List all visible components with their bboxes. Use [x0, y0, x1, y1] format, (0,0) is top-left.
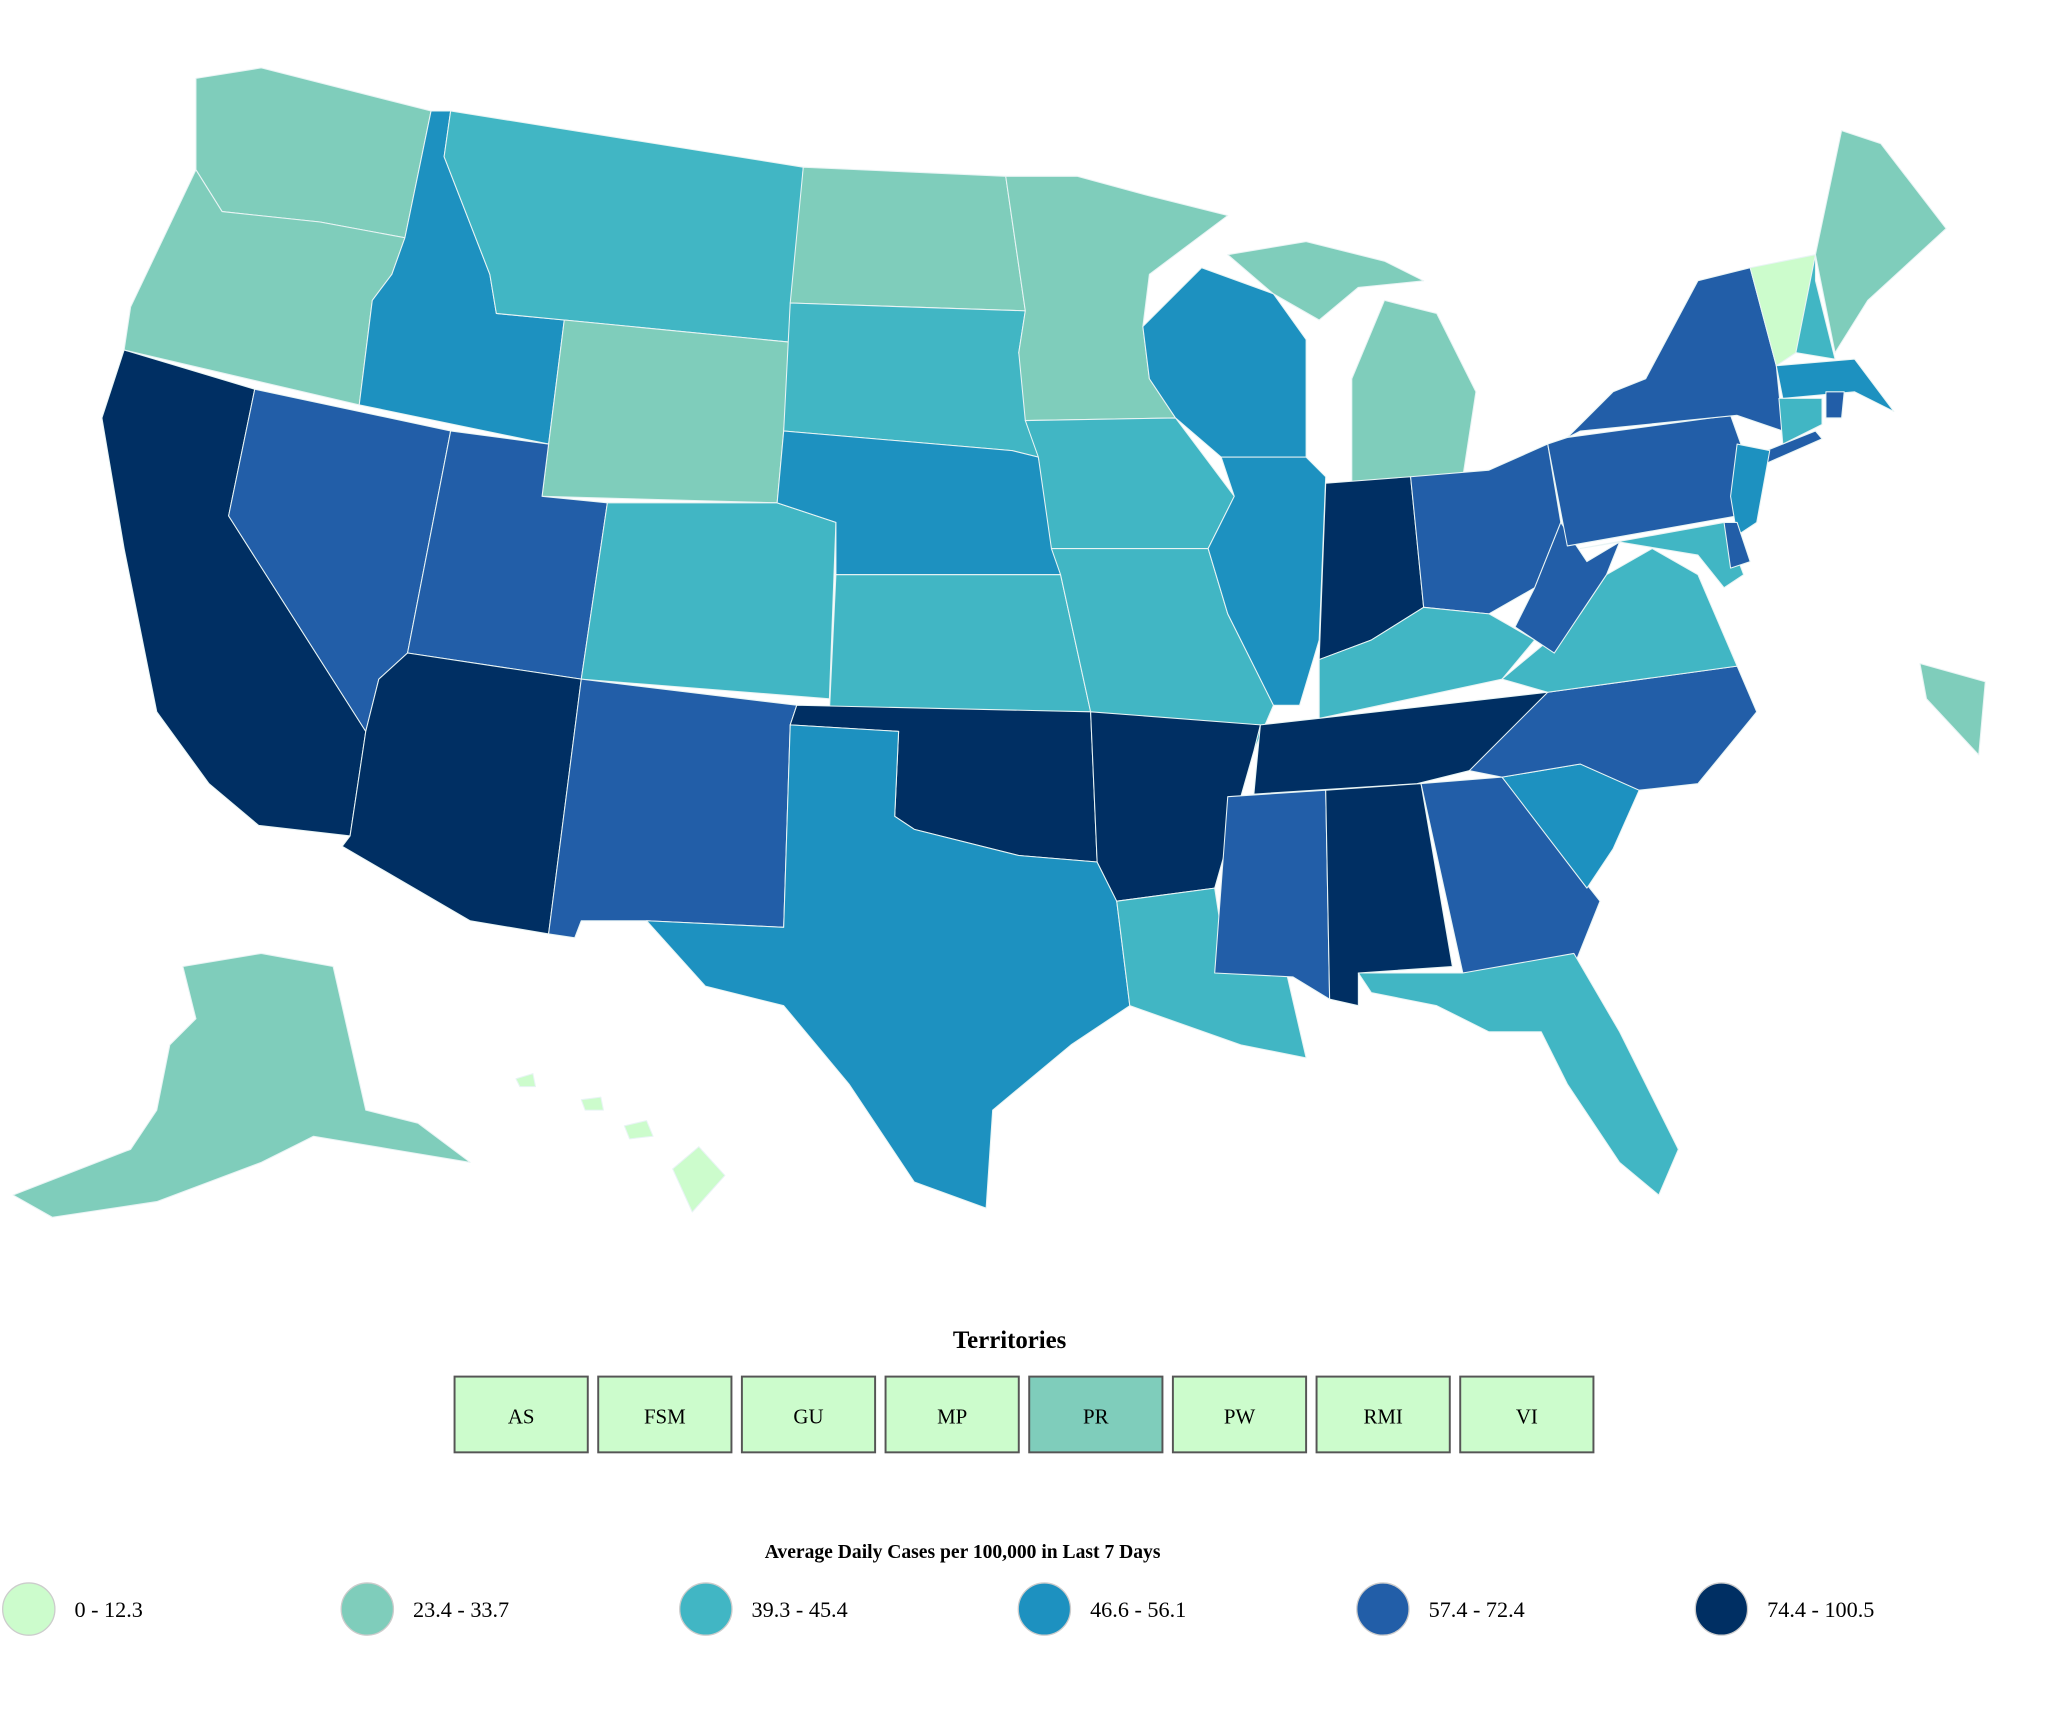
territory-label: MP	[937, 1405, 967, 1429]
state[interactable]	[548, 678, 798, 939]
territory-label: FSM	[644, 1405, 686, 1429]
state[interactable]	[1825, 391, 1845, 419]
state[interactable]	[828, 574, 1092, 713]
territory-box[interactable]	[453, 1375, 589, 1454]
territory-box[interactable]	[1315, 1375, 1451, 1454]
legend-swatch	[1356, 1582, 1410, 1636]
territory-box[interactable]	[1028, 1375, 1164, 1454]
state[interactable]	[789, 166, 1026, 312]
state[interactable]	[515, 1073, 537, 1088]
state[interactable]	[1723, 521, 1751, 569]
state[interactable]	[1357, 952, 1679, 1196]
territory-box[interactable]	[1171, 1375, 1308, 1454]
state[interactable]	[1351, 299, 1477, 484]
territory-label: AS	[508, 1405, 535, 1429]
legend-label: 23.4 - 33.7	[413, 1597, 509, 1622]
state[interactable]	[341, 652, 582, 935]
territory-label: PR	[1083, 1405, 1109, 1429]
legend-label: 46.6 - 56.1	[1090, 1597, 1186, 1622]
legend-label: 39.3 - 45.4	[752, 1597, 848, 1622]
state[interactable]	[1795, 254, 1836, 360]
legend-swatch	[2, 1582, 56, 1636]
legend: 0 - 12.3 23.4 - 33.7 39.3 - 45.4 46.6 - 56.…	[2, 1582, 1874, 1636]
state[interactable]	[580, 1096, 604, 1111]
state[interactable]	[541, 319, 791, 504]
legend-swatch	[1017, 1582, 1072, 1636]
territories-title: Territories	[953, 1327, 1067, 1354]
states	[12, 67, 1986, 1218]
legend-label: 0 - 12.3	[74, 1597, 142, 1622]
state[interactable]	[1207, 456, 1327, 706]
state[interactable]	[646, 724, 1131, 1209]
state[interactable]	[1566, 267, 1784, 439]
legend-label: 57.4 - 72.4	[1429, 1597, 1525, 1622]
state[interactable]	[1227, 241, 1425, 321]
state[interactable]	[1919, 662, 1986, 756]
territory-label: PW	[1224, 1405, 1256, 1429]
state[interactable]	[672, 1146, 726, 1213]
legend-swatch	[679, 1582, 733, 1636]
state[interactable]	[1778, 397, 1823, 445]
state[interactable]	[1775, 358, 1895, 412]
state[interactable]	[1468, 665, 1758, 791]
territories: AS FSM GU MP PR PW RMI VI	[453, 1375, 1595, 1454]
state[interactable]	[623, 1120, 654, 1140]
territory-label: RMI	[1363, 1405, 1402, 1429]
territory-box[interactable]	[884, 1375, 1020, 1454]
state[interactable]	[443, 110, 804, 343]
state[interactable]	[1116, 887, 1307, 1059]
legend-swatch	[1694, 1582, 1749, 1636]
state[interactable]	[1318, 606, 1536, 719]
state[interactable]	[1814, 130, 1947, 354]
territory-box[interactable]	[1459, 1375, 1595, 1454]
state[interactable]	[12, 952, 471, 1218]
territory-box[interactable]	[740, 1375, 877, 1454]
legend-swatch	[340, 1582, 395, 1636]
territory-label: GU	[793, 1405, 823, 1429]
territory-box[interactable]	[597, 1375, 733, 1454]
state[interactable]	[1214, 789, 1331, 1000]
state[interactable]	[580, 502, 837, 700]
legend-title: Average Daily Cases per 100,000 in Last …	[765, 1542, 1161, 1563]
legend-label: 74.4 - 100.5	[1767, 1597, 1874, 1622]
state[interactable]	[1420, 776, 1601, 974]
state[interactable]	[1730, 443, 1771, 537]
territory-label: VI	[1516, 1405, 1538, 1429]
